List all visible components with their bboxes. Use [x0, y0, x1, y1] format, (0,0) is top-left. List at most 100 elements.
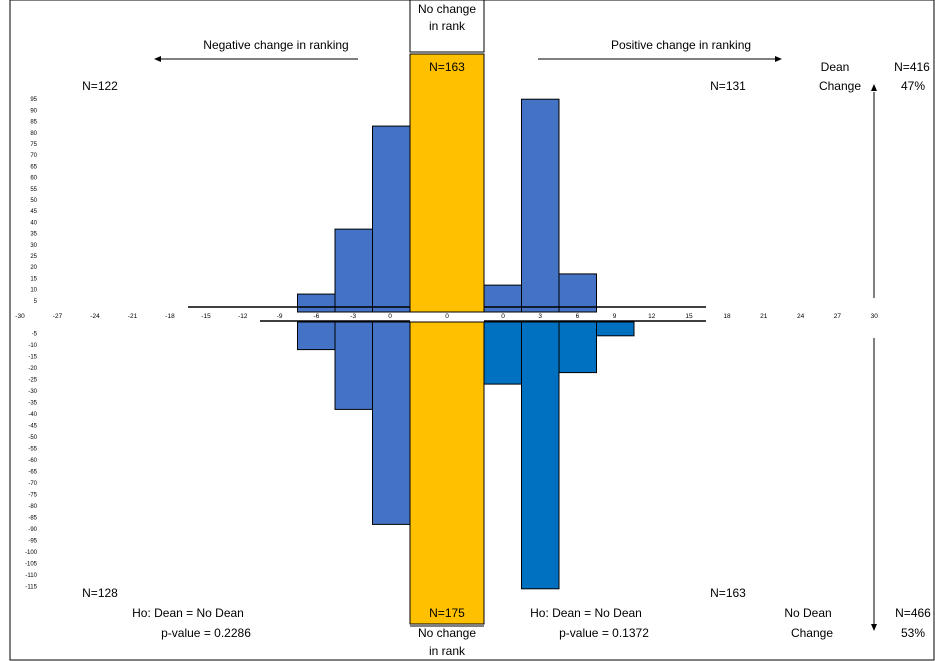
x-tick-label: 12	[648, 313, 656, 320]
y-tick-label: -55	[28, 447, 37, 453]
histogram-bar	[297, 293, 336, 313]
no-change-top-line2: in rank	[429, 19, 466, 33]
y-tick-label: 85	[30, 120, 37, 126]
positive-change-header: Positive change in ranking	[611, 38, 751, 52]
histogram-bar	[297, 321, 336, 351]
no-change-bars	[409, 0, 485, 627]
x-tick-label: 30	[871, 313, 879, 320]
y-tick-label: 70	[30, 153, 37, 159]
right-p-value: p-value = 0.1372	[559, 626, 649, 640]
y-tick-label: -100	[25, 550, 38, 556]
y-tick-label: -65	[28, 470, 37, 476]
x-tick-label: -12	[238, 313, 248, 320]
x-tick-label: 0	[445, 313, 449, 320]
y-tick-label: 80	[30, 131, 37, 137]
x-tick-label: -18	[165, 313, 175, 320]
y-tick-label: -5	[32, 332, 38, 338]
no-change-bottom-line2: in rank	[429, 644, 466, 658]
histogram-bar	[334, 321, 373, 410]
histogram-bar	[483, 284, 522, 313]
y-tick-label: 65	[30, 164, 37, 170]
dean-arrow-head	[871, 84, 877, 91]
histogram-bars	[297, 98, 635, 590]
y-tick-label: -110	[25, 573, 37, 579]
y-tick-label: 60	[30, 176, 37, 182]
y-tick-label: 20	[30, 265, 37, 271]
y-tick-label: 30	[30, 243, 37, 249]
histogram-bar	[372, 321, 411, 525]
x-tick-label: 27	[834, 313, 842, 320]
no-dean-n: N=466	[895, 606, 931, 620]
y-tick-label: 55	[30, 187, 37, 193]
histogram-bar	[558, 273, 597, 313]
histogram-bar	[483, 321, 522, 385]
y-tick-label: -25	[28, 378, 37, 384]
x-tick-label: 6	[576, 313, 580, 320]
count-bottom-left: N=128	[82, 586, 118, 600]
y-tick-label: 95	[30, 97, 37, 103]
y-tick-label: 40	[30, 220, 37, 226]
x-tick-label: 0	[501, 313, 505, 320]
dean-pct: 47%	[901, 79, 925, 93]
no-dean-label-line2: Change	[791, 626, 833, 640]
histogram-bar	[372, 125, 411, 313]
x-tick-label: 9	[613, 313, 617, 320]
y-tick-label: -50	[28, 435, 37, 441]
x-tick-label: 21	[760, 313, 768, 320]
x-tick-label: -27	[53, 313, 63, 320]
y-tick-label: -15	[28, 355, 37, 361]
x-tick-label: -3	[350, 313, 356, 320]
y-tick-label: -35	[28, 401, 37, 407]
count-top-left: N=122	[82, 79, 118, 93]
histogram-bar	[596, 321, 635, 337]
y-tick-label: -90	[28, 527, 37, 533]
no-dean-arrow-head	[871, 624, 877, 631]
no-change-header-box	[409, 0, 485, 53]
positive-arrow-head	[775, 56, 782, 62]
y-tick-label: -60	[28, 458, 37, 464]
y-tick-label: -10	[28, 343, 37, 349]
y-tick-label: -80	[28, 504, 37, 510]
histogram-bar	[521, 321, 560, 590]
y-tick-label: -40	[28, 412, 37, 418]
histogram-bar	[334, 228, 373, 313]
y-tick-label: -20	[28, 366, 37, 372]
no-dean-label-line1: No Dean	[784, 606, 831, 620]
dean-n: N=416	[894, 60, 930, 74]
no-dean-pct: 53%	[901, 626, 925, 640]
no-change-top-line1: No change	[418, 2, 476, 16]
x-tick-label: -30	[15, 313, 25, 320]
y-tick-label: -95	[28, 539, 37, 545]
negative-arrow-head	[154, 56, 161, 62]
x-tick-label: 0	[388, 313, 392, 320]
count-bottom-center: N=175	[429, 606, 465, 620]
y-tick-label: 45	[30, 209, 37, 215]
negative-change-header: Negative change in ranking	[203, 38, 348, 52]
histogram-bar	[558, 321, 597, 374]
no-change-lower-bar	[409, 321, 485, 625]
y-tick-label: 90	[30, 108, 37, 114]
x-tick-label: -6	[314, 313, 320, 320]
x-tick-label: -21	[128, 313, 138, 320]
y-tick-label: -105	[25, 562, 38, 568]
x-tick-label: 24	[797, 313, 805, 320]
x-tick-label: -9	[277, 313, 283, 320]
axis-lines	[188, 306, 706, 322]
y-tick-label: 5	[34, 299, 38, 305]
y-tick-label: -45	[28, 424, 37, 430]
left-hypothesis: Ho: Dean = No Dean	[132, 606, 244, 620]
left-p-value: p-value = 0.2286	[161, 626, 251, 640]
count-top-right: N=131	[710, 79, 746, 93]
y-tick-label: 25	[30, 254, 37, 260]
count-top-center: N=163	[429, 60, 465, 74]
right-hypothesis: Ho: Dean = No Dean	[530, 606, 642, 620]
y-axis-ticks: 95 90 85 80 75 70 65 60 55 50 45 40 35 30 25 20 15 10 5 -5 -…	[25, 97, 38, 590]
y-tick-label: -75	[28, 493, 37, 499]
y-tick-label: -30	[28, 389, 37, 395]
y-tick-label: 35	[30, 232, 37, 238]
y-tick-label: 15	[30, 276, 37, 282]
histogram-bar	[521, 98, 560, 313]
y-tick-label: 75	[30, 142, 37, 148]
x-axis-ticks: -30 -27 -24 -21 -18 -15 -12 -9 -6 -3 0 0 0 3 6 9 12 15 18 2…	[15, 313, 878, 320]
